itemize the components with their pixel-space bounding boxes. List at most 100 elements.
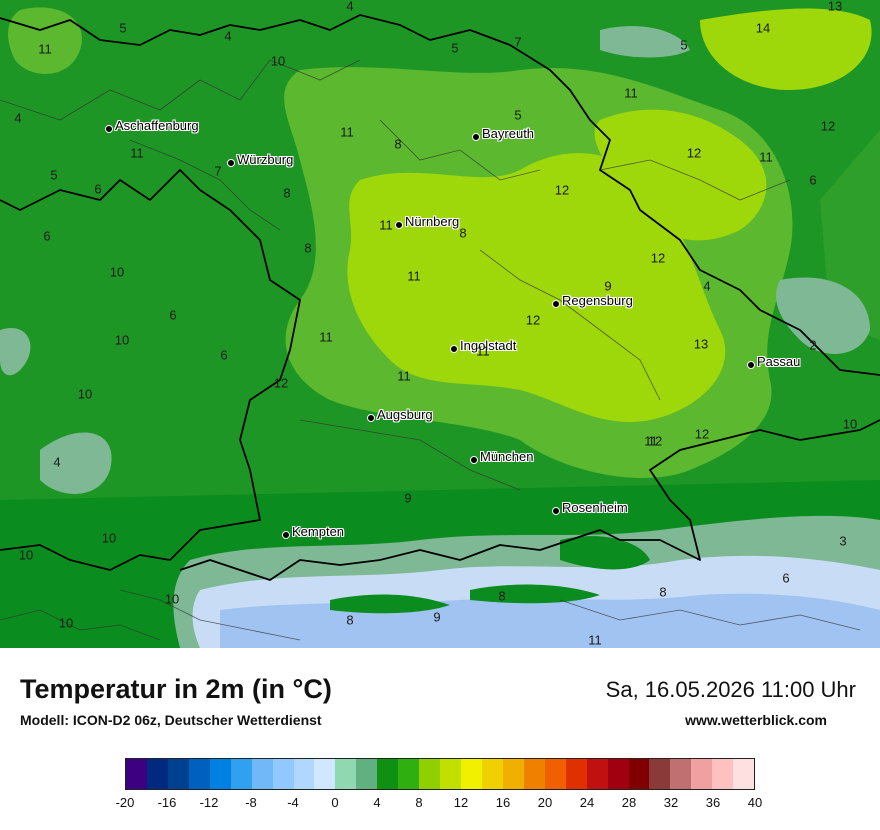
temperature-value: 11	[759, 149, 773, 165]
temperature-value: 9	[604, 278, 612, 294]
temperature-value: 6	[809, 172, 817, 188]
city-dot	[747, 361, 755, 369]
city-label: Würzburg	[237, 152, 294, 167]
city-dot	[105, 125, 113, 133]
temperature-value: 6	[220, 347, 228, 363]
website-link[interactable]: www.wetterblick.com	[685, 712, 827, 728]
legend-tick-label: 24	[579, 795, 595, 810]
temperature-value: 11	[379, 217, 393, 233]
legend-swatch	[167, 759, 189, 789]
legend-swatch	[398, 759, 420, 789]
legend-swatch	[607, 759, 629, 789]
legend-swatch	[628, 759, 650, 789]
temperature-value: 12	[647, 433, 663, 449]
legend-tick-label: 4	[373, 795, 381, 810]
temperature-value: 4	[346, 0, 354, 14]
temperature-value: 3	[839, 533, 847, 549]
temperature-value: 5	[50, 167, 58, 183]
temperature-value: 10	[58, 615, 74, 631]
legend-swatch	[691, 759, 713, 789]
city-label: Rosenheim	[562, 500, 628, 515]
temperature-value: 6	[94, 181, 102, 197]
city-label: Ingolstadt	[460, 338, 517, 353]
temperature-value: 11	[407, 268, 421, 284]
temperature-value: 11	[130, 145, 144, 161]
temperature-value: 13	[693, 336, 709, 352]
legend-tick-label: 40	[747, 795, 763, 810]
city-label: Passau	[757, 354, 801, 369]
temperature-value: 11	[340, 124, 354, 140]
legend-swatch	[230, 759, 252, 789]
temperature-value: 11	[644, 433, 658, 449]
temperature-value: 5	[451, 40, 459, 56]
temperature-value: 6	[169, 307, 177, 323]
temperature-value: 12	[686, 145, 702, 161]
legend-swatch	[544, 759, 566, 789]
legend-swatch	[565, 759, 587, 789]
city-dot	[470, 456, 478, 464]
legend-swatch	[712, 759, 734, 789]
legend-tick-label: 28	[621, 795, 637, 810]
temperature-value: 13	[827, 0, 843, 14]
city-label: Kempten	[292, 524, 345, 539]
city-dot	[552, 300, 560, 308]
legend-swatch	[649, 759, 671, 789]
temperature-value: 8	[459, 225, 467, 241]
map-footer: Temperatur in 2m (in °C) Modell: ICON-D2…	[0, 648, 880, 830]
color-legend	[125, 758, 755, 790]
legend-swatch	[314, 759, 336, 789]
city-label: Bayreuth	[482, 126, 535, 141]
city-label: Augsburg	[377, 407, 433, 422]
temperature-value: 4	[53, 454, 61, 470]
legend-swatch	[293, 759, 315, 789]
legend-swatch	[188, 759, 210, 789]
temperature-value: 12	[820, 118, 836, 134]
temperature-value: 10	[842, 416, 858, 432]
legend-tick-label: -16	[157, 795, 177, 810]
legend-tick-label: -20	[115, 795, 135, 810]
legend-swatch	[461, 759, 482, 789]
temperature-value: 12	[694, 426, 710, 442]
legend-swatch	[356, 759, 378, 789]
legend-tick-label: 36	[705, 795, 721, 810]
temperature-value: 5	[680, 37, 688, 53]
temperature-value: 10	[270, 53, 286, 69]
legend-swatch	[733, 759, 755, 789]
temperature-map: Aschaffenburg Würzburg Bayreuth Nürnberg Reg…	[0, 0, 880, 648]
legend-swatch	[335, 759, 357, 789]
legend-swatch	[209, 759, 231, 789]
temperature-value: 10	[109, 264, 125, 280]
city-dot	[472, 133, 480, 141]
temperature-value: 10	[77, 386, 93, 402]
legend-swatch	[440, 759, 461, 789]
temperature-value: 8	[498, 588, 506, 604]
temperature-value: 12	[554, 182, 570, 198]
temperature-value: 6	[43, 228, 51, 244]
temperature-value: 11	[624, 85, 638, 101]
legend-swatch	[251, 759, 273, 789]
temperature-value: 9	[433, 609, 441, 625]
legend-swatch	[377, 759, 399, 789]
legend-swatch	[126, 759, 147, 789]
temperature-value: 4	[703, 278, 711, 294]
temperature-value: 8	[304, 240, 312, 256]
legend-swatch	[146, 759, 168, 789]
temperature-value: 6	[782, 570, 790, 586]
temperature-value: 12	[273, 375, 289, 391]
temperature-value: 14	[755, 20, 771, 36]
city-dot	[395, 221, 403, 229]
temperature-value: 5	[119, 20, 127, 36]
legend-tick-label: 16	[495, 795, 511, 810]
temperature-value: 8	[659, 584, 667, 600]
legend-swatch	[481, 759, 503, 789]
map-graphic	[0, 0, 880, 648]
temperature-value: 8	[394, 136, 402, 152]
temperature-value: 9	[404, 490, 412, 506]
temperature-value: 7	[214, 163, 222, 179]
temperature-value: 11	[476, 343, 490, 359]
legend-swatch	[502, 759, 524, 789]
temperature-value: 10	[164, 591, 180, 607]
legend-swatch	[586, 759, 608, 789]
temperature-value: 12	[650, 250, 666, 266]
legend-swatch	[670, 759, 692, 789]
